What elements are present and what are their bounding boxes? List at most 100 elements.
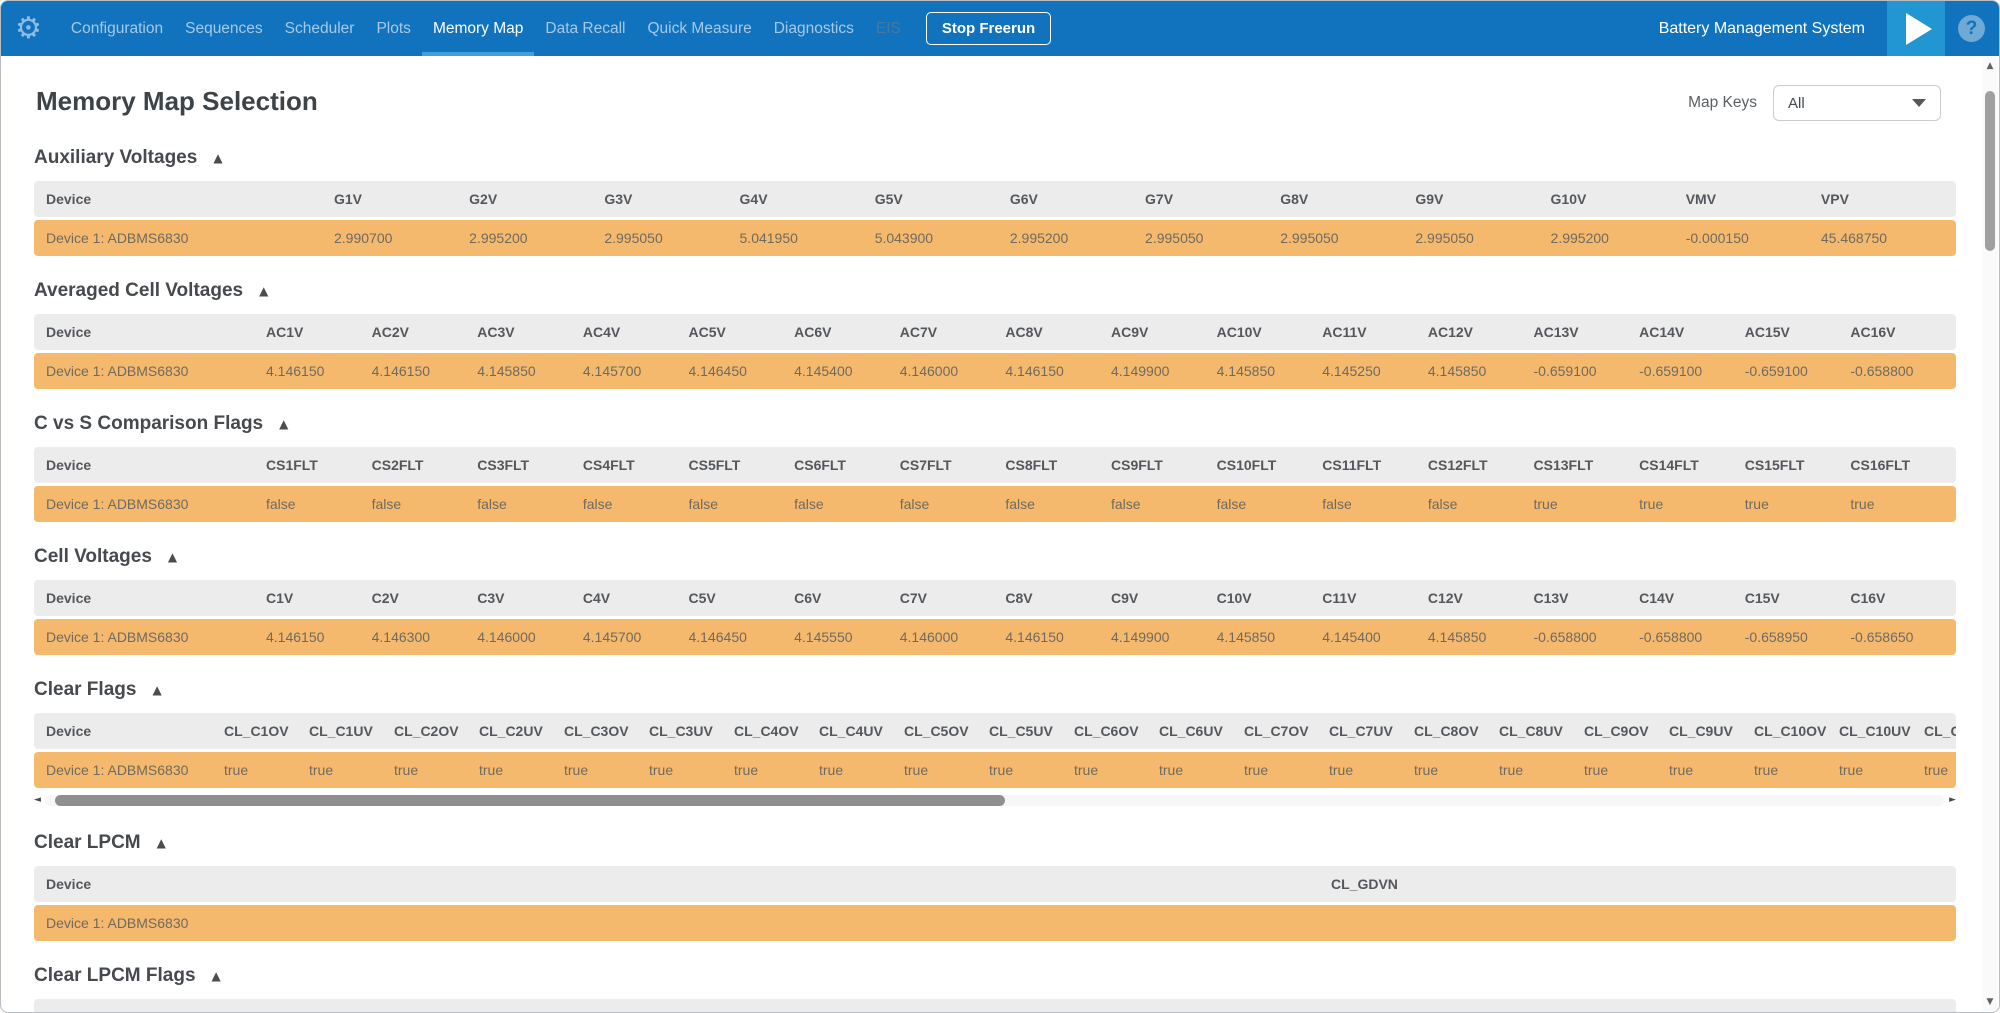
- nav-item-quick-measure[interactable]: Quick Measure: [647, 19, 752, 37]
- nav-item-configuration[interactable]: Configuration: [70, 19, 164, 37]
- section-toggle-cell-voltages[interactable]: Cell Voltages ▲: [34, 546, 177, 568]
- table-row[interactable]: Device 1: ADBMS6830 true true true true true t…: [34, 752, 1956, 788]
- table-row[interactable]: Device 1: ADBMS6830: [34, 905, 1956, 941]
- play-icon: [1906, 12, 1932, 45]
- value-cell: 2.995200: [469, 230, 528, 246]
- section-toggle-clear-lpcm-flags[interactable]: Clear LPCM Flags ▲: [34, 965, 221, 987]
- scroll-up-icon[interactable]: ▲: [1986, 61, 1994, 71]
- nav-item-eis: EIS: [875, 19, 901, 37]
- collapse-arrow-icon[interactable]: ▲: [259, 284, 269, 298]
- column-header: CS7FLT: [899, 457, 952, 473]
- device-cell: Device 1: ADBMS6830: [46, 363, 189, 379]
- collapse-arrow-icon[interactable]: ▲: [156, 836, 166, 850]
- vertical-scrollbar[interactable]: ▲ ▼: [1982, 57, 1998, 1011]
- column-header: CS10FLT: [1216, 457, 1277, 473]
- value-cell: true: [394, 762, 419, 778]
- scroll-left-icon[interactable]: ◄: [34, 795, 41, 805]
- value-cell: true: [1669, 762, 1694, 778]
- help-icon[interactable]: ?: [1958, 15, 1985, 42]
- scroll-right-icon[interactable]: ►: [1949, 795, 1956, 805]
- column-header: CL_GDVP: [1347, 1009, 1550, 1012]
- value-cell: false: [1216, 496, 1247, 512]
- column-header: G4V: [739, 191, 768, 207]
- value-cell: 4.146150: [1005, 629, 1064, 645]
- device-cell: Device 1: ADBMS6830: [46, 496, 189, 512]
- nav-item-sequences[interactable]: Sequences: [185, 19, 263, 37]
- column-header: CL_C7UV: [1329, 723, 1393, 739]
- nav-item-data-recall[interactable]: Data Recall: [545, 19, 626, 37]
- column-header: CS8FLT: [1005, 457, 1058, 473]
- collapse-arrow-icon[interactable]: ▲: [213, 151, 223, 165]
- collapse-arrow-icon[interactable]: ▲: [167, 550, 178, 564]
- collapse-arrow-icon[interactable]: ▲: [279, 417, 289, 431]
- value-cell: 4.146000: [477, 629, 536, 645]
- value-cell: 5.041950: [739, 230, 798, 246]
- column-header: C13V: [1533, 590, 1569, 606]
- table-auxiliary-voltages: Device G1V G2V G3V G4V G5V G6V G7V G8V G9V G10V VMV…: [34, 181, 1956, 256]
- horizontal-scrollbar-thumb[interactable]: [54, 795, 1005, 806]
- value-cell: 4.145700: [582, 363, 642, 379]
- value-cell: false: [371, 496, 402, 512]
- section-toggle-c-vs-s-comparison-flags[interactable]: C vs S Comparison Flags ▲: [34, 413, 288, 435]
- nav-item-diagnostics[interactable]: Diagnostics: [773, 19, 854, 37]
- column-header: C1V: [266, 590, 294, 606]
- nav-item-scheduler[interactable]: Scheduler: [284, 19, 355, 37]
- section-toggle-clear-flags[interactable]: Clear Flags ▲: [34, 679, 162, 701]
- value-cell: 2.995050: [1415, 230, 1474, 246]
- table-header-row: Device CL_GDVN: [34, 866, 1956, 902]
- column-header: CL_C4UV: [819, 723, 883, 739]
- column-header: AC6V: [794, 324, 832, 340]
- horizontal-scrollbar[interactable]: ◄ ►: [34, 793, 1956, 808]
- table-row[interactable]: Device 1: ADBMS6830 2.990700 2.995200 2.995…: [34, 220, 1956, 256]
- value-cell: 4.145850: [1216, 629, 1276, 645]
- table-row[interactable]: Device 1: ADBMS6830 false false false false f…: [34, 486, 1956, 522]
- column-header: CL_C9UV: [1669, 723, 1733, 739]
- column-header: CS11FLT: [1322, 457, 1382, 473]
- value-cell: true: [1499, 762, 1524, 778]
- column-header: CS4FLT: [582, 457, 635, 473]
- nav-item-memory-map[interactable]: Memory Map: [422, 1, 534, 56]
- column-header-device: Device: [46, 876, 92, 892]
- collapse-arrow-icon[interactable]: ▲: [152, 683, 162, 697]
- stop-freerun-button[interactable]: Stop Freerun: [925, 12, 1052, 45]
- column-header: CS1FLT: [266, 457, 318, 473]
- map-keys-dropdown[interactable]: All: [1773, 85, 1941, 121]
- table-averaged-cell-voltages: Device AC1V AC2V AC3V AC4V AC5V AC6V AC7V AC8V AC…: [34, 314, 1956, 389]
- column-header: CL_C6OV: [1074, 723, 1139, 739]
- scroll-down-icon[interactable]: ▼: [1986, 997, 1994, 1007]
- column-header-device: Device: [46, 191, 92, 207]
- value-cell: true: [1244, 762, 1269, 778]
- column-header: CS6FLT: [794, 457, 846, 473]
- table-row[interactable]: Device 1: ADBMS6830 4.146150 4.146300 4.146…: [34, 619, 1956, 655]
- column-header: G8V: [1280, 191, 1309, 207]
- nav-item-plots[interactable]: Plots: [376, 19, 411, 37]
- section-toggle-averaged-cell-voltages[interactable]: Averaged Cell Voltages ▲: [34, 280, 268, 302]
- section-title: Clear LPCM: [34, 832, 141, 853]
- table-clear-lpcm-flags: DeviceCL_CDVNCL_CDVPCL_COVCL_CUVCL_GDVPC…: [34, 999, 1956, 1012]
- section-title: Auxiliary Voltages: [34, 147, 198, 168]
- section-toggle-clear-lpcm[interactable]: Clear LPCM ▲: [34, 832, 166, 854]
- column-header: G1V: [334, 191, 363, 207]
- table-row[interactable]: Device 1: ADBMS6830 4.146150 4.146150 4.145…: [34, 353, 1956, 389]
- gear-icon[interactable]: ⚙: [15, 11, 42, 46]
- collapse-arrow-icon[interactable]: ▲: [211, 969, 221, 983]
- vertical-scrollbar-thumb[interactable]: [1985, 91, 1995, 251]
- table-clear-flags: Device CL_C1OV CL_C1UV CL_C2OV CL_C2UV CL_C3O…: [34, 713, 1956, 788]
- column-header: G9V: [1415, 191, 1444, 207]
- table-c-vs-s-comparison-flags: Device CS1FLT CS2FLT CS3FLT CS4FLT CS5FLT CS6F…: [34, 447, 1956, 522]
- run-button[interactable]: [1887, 1, 1945, 56]
- section-cell-voltages: Cell Voltages ▲ Device C1V C2V C3V C4V C5V C6V C7…: [34, 546, 1956, 655]
- section-title: C vs S Comparison Flags: [34, 413, 264, 434]
- section-title: Cell Voltages: [34, 546, 152, 567]
- device-cell: Device 1: ADBMS6830: [46, 915, 189, 931]
- device-cell: Device 1: ADBMS6830: [46, 629, 189, 645]
- horizontal-scrollbar-track[interactable]: [44, 795, 1946, 806]
- section-toggle-auxiliary-voltages[interactable]: Auxiliary Voltages ▲: [34, 147, 223, 169]
- column-header: AC12V: [1427, 324, 1474, 340]
- value-cell: true: [224, 762, 249, 778]
- value-cell: 2.990700: [334, 230, 393, 246]
- column-header: G6V: [1009, 191, 1038, 207]
- value-cell: -0.658950: [1744, 629, 1808, 645]
- column-header: AC16V: [1850, 324, 1896, 340]
- column-header-device: Device: [46, 723, 92, 739]
